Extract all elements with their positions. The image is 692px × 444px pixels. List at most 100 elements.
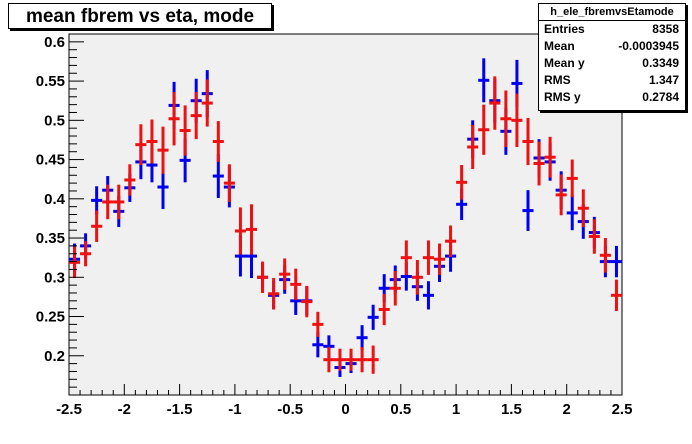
- y-tick-label: 0.25: [36, 309, 65, 326]
- data-point: [411, 260, 423, 295]
- data-point: [279, 258, 291, 290]
- stats-label: Entries: [544, 22, 585, 36]
- data-point: [610, 279, 622, 312]
- data-point: [422, 281, 434, 310]
- plot-frame: [68, 33, 623, 396]
- data-point: [555, 174, 567, 216]
- data-point: [356, 325, 368, 351]
- stats-row-rms-y: RMS y 0.2784: [539, 89, 685, 106]
- x-tick-label: 2: [563, 401, 571, 418]
- data-point: [400, 240, 412, 275]
- data-point: [334, 348, 346, 371]
- data-point: [433, 243, 446, 275]
- y-axis-ticks: 0.2 0.25 0.3 0.35 0.4 0.45 0.5 0.55 0.6: [36, 33, 84, 396]
- y-tick-label: 0.5: [44, 112, 65, 129]
- data-point: [91, 186, 103, 215]
- y-tick-label: 0.35: [36, 230, 65, 247]
- data-point: [544, 136, 556, 178]
- chart-title-box: mean fbrem vs eta, mode: [8, 3, 272, 29]
- data-point: [91, 210, 103, 242]
- data-point: [201, 79, 213, 127]
- data-point: [223, 164, 235, 202]
- x-tick-label: -0.5: [277, 401, 303, 418]
- data-point: [290, 268, 302, 301]
- stats-row-mean-y: Mean y 0.3349: [539, 55, 685, 72]
- data-point: [102, 184, 114, 220]
- y-tick-label: 0.6: [44, 34, 65, 51]
- data-point: [478, 104, 490, 155]
- x-tick-label: 2.5: [612, 401, 633, 418]
- x-axis-ticks: -2.5 -2 -1.5 -1 -0.5 0 0.5 1 1.5 2 2.5: [56, 384, 632, 418]
- data-point: [378, 293, 390, 326]
- data-point: [467, 125, 479, 169]
- data-point: [456, 165, 468, 200]
- data-point: [445, 225, 457, 257]
- data-point: [179, 105, 191, 156]
- stats-row-mean: Mean -0.0003945: [539, 38, 685, 55]
- data-point: [345, 348, 357, 371]
- stats-label: Mean y: [544, 56, 585, 70]
- stats-value: 1.347: [648, 73, 679, 87]
- data-point: [610, 245, 622, 278]
- data-point: [356, 347, 368, 373]
- data-point: [588, 219, 600, 254]
- data-point: [422, 240, 434, 275]
- x-tick-label: 0.5: [390, 401, 411, 418]
- y-tick-label: 0.2: [44, 348, 65, 365]
- data-point: [146, 119, 158, 164]
- data-point: [511, 93, 523, 148]
- data-point: [323, 347, 335, 373]
- stats-histogram-name: h_ele_fbremvsEtamode: [539, 4, 685, 21]
- data-point: [533, 141, 545, 186]
- data-point: [257, 261, 269, 293]
- data-point: [168, 92, 180, 146]
- stats-row-entries: Entries 8358: [539, 21, 685, 38]
- data-point: [489, 76, 501, 130]
- stats-box: h_ele_fbremvsEtamode Entries 8358 Mean -…: [538, 3, 686, 111]
- x-tick-label: 0: [341, 401, 349, 418]
- y-tick-label: 0.4: [44, 191, 66, 208]
- x-tick-label: 1.5: [501, 401, 522, 418]
- y-tick-label: 0.55: [36, 73, 65, 90]
- stats-label: RMS: [544, 73, 571, 87]
- data-point: [190, 92, 202, 140]
- stats-label: RMS y: [544, 90, 581, 104]
- data-points: [69, 58, 622, 377]
- x-tick-label: -1.5: [167, 401, 193, 418]
- data-point: [312, 311, 324, 337]
- data-point: [478, 58, 490, 103]
- y-tick-label: 0.45: [36, 152, 65, 169]
- stats-value: 0.3349: [642, 56, 679, 70]
- x-tick-label: -1: [228, 401, 241, 418]
- data-point: [301, 285, 313, 318]
- stats-value: -0.0003945: [618, 39, 679, 53]
- data-point: [69, 246, 81, 279]
- data-point: [124, 164, 136, 196]
- data-point: [367, 345, 379, 374]
- data-point: [80, 241, 92, 267]
- data-point: [599, 238, 611, 273]
- data-point: [566, 195, 578, 231]
- data-point: [157, 126, 169, 174]
- stats-value: 0.2784: [642, 90, 679, 104]
- y-tick-label: 0.3: [44, 269, 65, 286]
- data-point: [245, 204, 258, 255]
- data-point: [522, 117, 534, 166]
- data-point: [234, 207, 246, 255]
- data-point: [135, 124, 147, 166]
- data-point: [566, 159, 578, 198]
- x-tick-label: -2: [118, 401, 131, 418]
- data-point: [500, 90, 512, 148]
- data-point: [577, 189, 589, 228]
- data-point: [367, 304, 379, 330]
- data-point: [522, 190, 534, 231]
- data-point: [113, 184, 125, 220]
- data-point: [268, 278, 280, 310]
- chart-title: mean fbrem vs eta, mode: [25, 6, 255, 27]
- x-tick-label: 1: [452, 401, 460, 418]
- stats-row-rms: RMS 1.347: [539, 72, 685, 89]
- data-point: [212, 121, 224, 162]
- stats-value: 8358: [652, 22, 679, 36]
- x-tick-label: -2.5: [56, 401, 82, 418]
